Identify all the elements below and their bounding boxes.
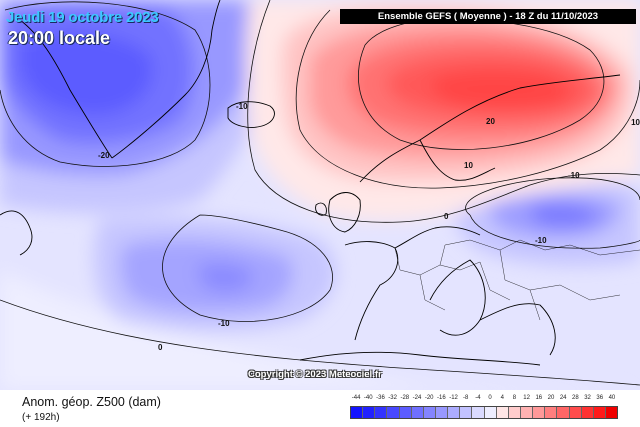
contour-label: -10: [568, 171, 580, 180]
contour-labels: -10 -20 -10 -10 0 -10 10 20 0 10: [98, 102, 640, 352]
legend-swatch: [460, 407, 473, 418]
legend-value: -20: [424, 395, 434, 401]
anomaly-shading: [0, 0, 640, 390]
legend-swatch: [581, 407, 594, 418]
legend-value: -24: [412, 395, 422, 401]
legend-swatch: [593, 407, 606, 418]
legend-swatch: [508, 407, 521, 418]
legend-labels: -44 -40 -36 -32 -28 -24 -20 -16 -12 -8 -4 0 4 8 12 16 20…: [350, 395, 618, 404]
legend-value: 8: [512, 395, 517, 401]
legend-swatch: [484, 407, 497, 418]
legend-swatch: [605, 407, 618, 418]
legend-value: 0: [488, 395, 492, 401]
europe-coast: [344, 226, 556, 356]
contour-label: 10: [631, 118, 640, 127]
canada-coast: [0, 210, 33, 256]
contour-label: -20: [98, 151, 110, 160]
contour-label: 0: [158, 343, 163, 352]
legend-value: 20: [547, 395, 555, 401]
legend-swatch: [435, 407, 449, 418]
legend-value: 32: [584, 395, 591, 401]
contour-label: -10: [218, 319, 230, 328]
legend-value: 36: [596, 395, 604, 401]
legend-value: -40: [363, 395, 373, 401]
legend-value: 12: [523, 395, 530, 401]
copyright-notice: Copyright © 2023 Meteociel.fr: [248, 369, 382, 380]
legend-bar: [350, 406, 618, 419]
legend-value: -44: [351, 395, 361, 401]
legend-swatch: [557, 407, 570, 418]
greenland-coast: [19, 0, 221, 159]
contour-label: 20: [486, 117, 495, 126]
legend-value: -32: [388, 395, 397, 401]
footer: Anom. géop. Z500 (dam) (+ 192h) -44 -40 -3…: [0, 390, 640, 427]
legend-value: 4: [500, 395, 504, 401]
legend-swatch: [533, 407, 546, 418]
legend-value: -8: [463, 395, 469, 401]
legend-swatch: [363, 407, 376, 418]
borders: [394, 239, 640, 321]
legend-swatch: [496, 407, 509, 418]
parameter-title: Anom. géop. Z500 (dam): [22, 395, 161, 409]
legend-swatch: [411, 407, 424, 418]
legend-swatch: [375, 407, 388, 418]
legend-value: -16: [437, 395, 446, 401]
legend-swatch: [520, 407, 534, 418]
legend-value: -36: [376, 395, 385, 401]
british-isles-coast: [315, 192, 361, 233]
scandinavia-coast: [359, 74, 621, 183]
valid-time: 20:00 locale: [8, 28, 111, 48]
contour-label: 0: [444, 212, 449, 221]
lead-time: (+ 192h): [22, 412, 60, 423]
contour-label: 10: [464, 161, 473, 170]
legend-swatch: [448, 407, 461, 418]
legend-value: -28: [400, 395, 410, 401]
legend-value: -12: [449, 395, 458, 401]
legend-value: 24: [559, 395, 567, 401]
legend-value: 28: [572, 395, 579, 401]
legend-value: 40: [608, 395, 616, 401]
legend-swatch: [472, 407, 485, 418]
legend-swatch: [399, 407, 412, 418]
legend-value: 16: [535, 395, 543, 401]
legend-swatch: [423, 407, 436, 418]
model-run-banner: Ensemble GEFS ( Moyenne ) - 18 Z du 11/1…: [340, 9, 636, 24]
legend-swatch: [569, 407, 582, 418]
iceland-coast: [227, 101, 275, 128]
legend-value: -4: [475, 395, 481, 401]
color-legend: -44 -40 -36 -32 -28 -24 -20 -16 -12 -8 -4 0 4 8 12 16 20…: [350, 395, 618, 419]
contour-label: -10: [535, 236, 547, 245]
anomaly-map: -10 -20 -10 -10 0 -10 10 20 0 10: [0, 0, 640, 390]
legend-swatch: [351, 407, 364, 418]
coastlines: [0, 0, 621, 366]
north-africa-coast: [299, 351, 541, 366]
valid-date: Jeudi 19 octobre 2023: [6, 9, 159, 26]
legend-swatch: [387, 407, 400, 418]
legend-swatch: [545, 407, 558, 418]
contour-label: -10: [236, 102, 248, 111]
